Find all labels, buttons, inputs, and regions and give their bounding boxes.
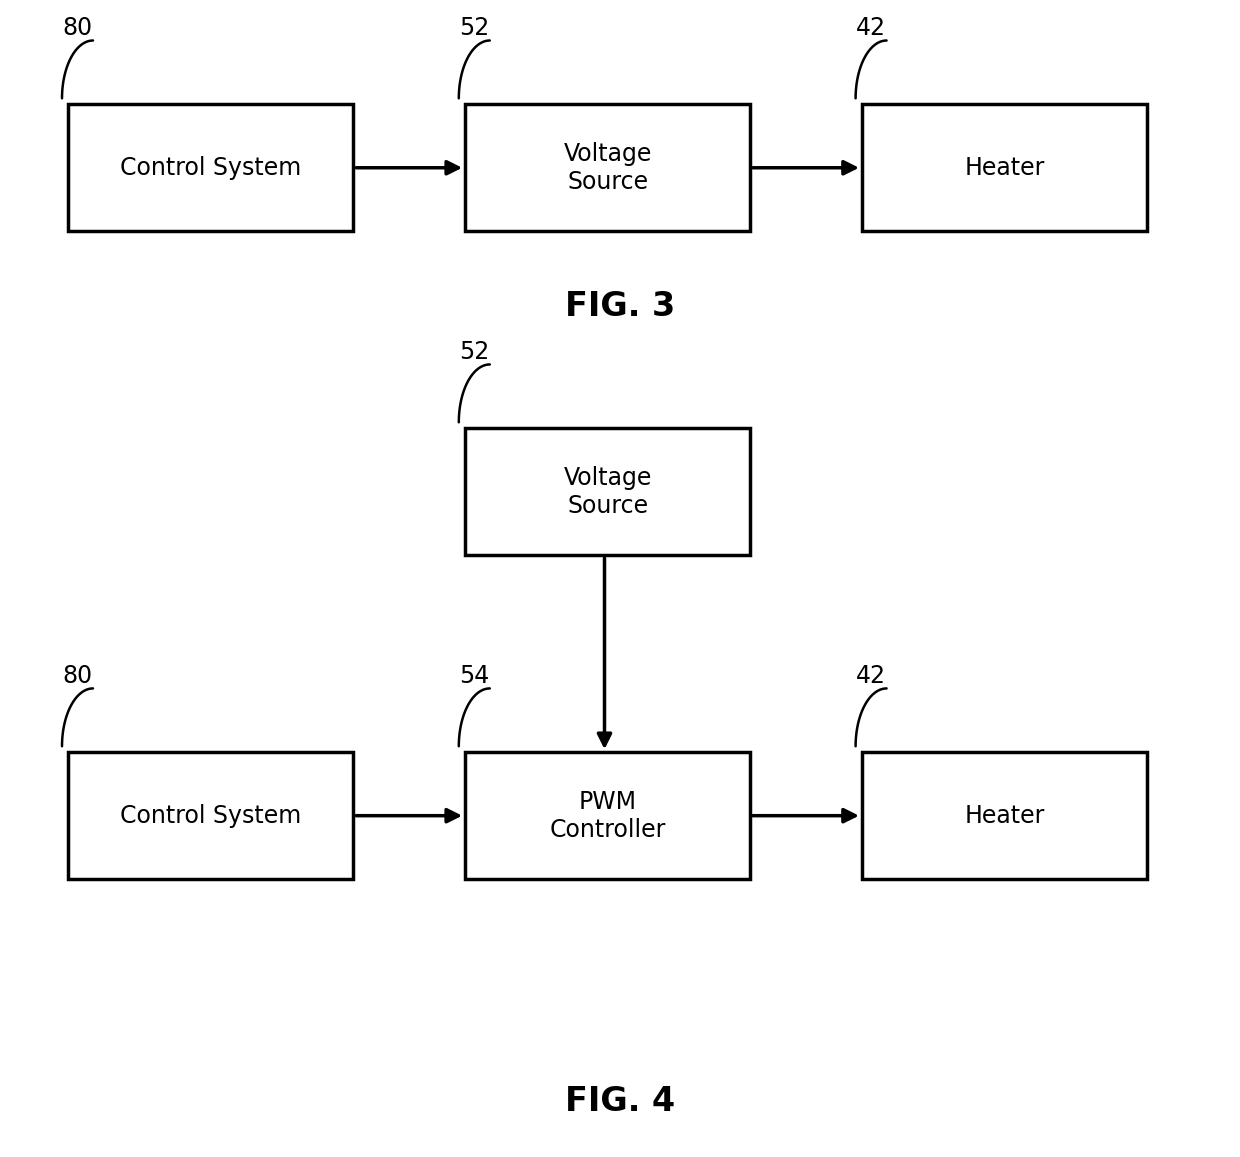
Text: Voltage
Source: Voltage Source bbox=[563, 466, 652, 517]
FancyBboxPatch shape bbox=[465, 104, 750, 231]
FancyBboxPatch shape bbox=[862, 752, 1147, 879]
FancyBboxPatch shape bbox=[465, 752, 750, 879]
Text: 52: 52 bbox=[459, 16, 489, 40]
Text: 80: 80 bbox=[62, 16, 92, 40]
Text: Control System: Control System bbox=[120, 804, 301, 827]
FancyBboxPatch shape bbox=[68, 104, 353, 231]
Text: Control System: Control System bbox=[120, 156, 301, 179]
Text: FIG. 4: FIG. 4 bbox=[565, 1085, 675, 1118]
Text: Heater: Heater bbox=[965, 156, 1044, 179]
FancyBboxPatch shape bbox=[862, 104, 1147, 231]
Text: 42: 42 bbox=[856, 16, 885, 40]
Text: Heater: Heater bbox=[965, 804, 1044, 827]
Text: 42: 42 bbox=[856, 664, 885, 688]
FancyBboxPatch shape bbox=[68, 752, 353, 879]
Text: 54: 54 bbox=[459, 664, 489, 688]
Text: Voltage
Source: Voltage Source bbox=[563, 142, 652, 193]
Text: 80: 80 bbox=[62, 664, 92, 688]
Text: 52: 52 bbox=[459, 340, 489, 364]
Text: PWM
Controller: PWM Controller bbox=[549, 790, 666, 841]
Text: FIG. 3: FIG. 3 bbox=[565, 290, 675, 323]
FancyBboxPatch shape bbox=[465, 428, 750, 555]
